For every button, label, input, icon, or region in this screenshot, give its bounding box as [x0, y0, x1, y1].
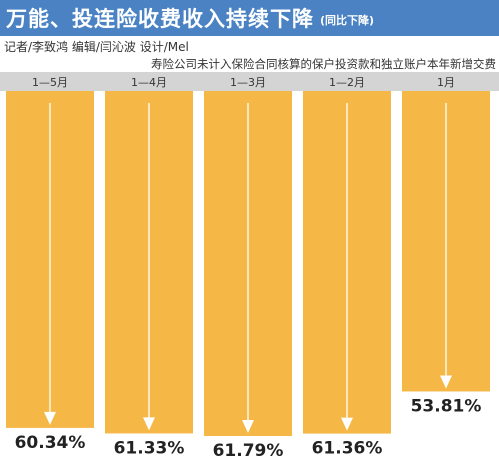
down-arrow-icon-4 [341, 417, 353, 431]
down-arrow-icon-1 [44, 411, 56, 425]
category-label-2: 1—4月 [131, 76, 167, 89]
credits: 记者/李致鸿 编辑/闫沁波 设计/Mel [4, 40, 189, 54]
category-label-1: 1—5月 [32, 76, 68, 89]
category-header-bar [0, 72, 499, 91]
page-title: 万能、投连险收费收入持续下降 [6, 7, 314, 31]
value-label-2: 61.33% [114, 438, 185, 458]
category-label-3: 1—3月 [230, 76, 266, 89]
value-label-1: 60.34% [15, 433, 86, 453]
category-label-4: 1—2月 [329, 76, 365, 89]
category-label-5: 1月 [437, 76, 455, 89]
down-arrow-icon-3 [242, 420, 254, 433]
down-arrow-icon-5 [440, 375, 452, 389]
value-label-3: 61.79% [213, 441, 284, 461]
page-subtitle: (同比下降) [320, 14, 375, 27]
value-label-4: 61.36% [312, 439, 383, 459]
title-banner: 万能、投连险收费收入持续下降 (同比下降) [0, 0, 499, 36]
chart-note: 寿险公司未计入保险合同核算的保户投资款和独立账户本年新增交费 [151, 57, 496, 71]
value-label-5: 53.81% [411, 396, 482, 416]
down-arrow-icon-2 [143, 417, 155, 431]
